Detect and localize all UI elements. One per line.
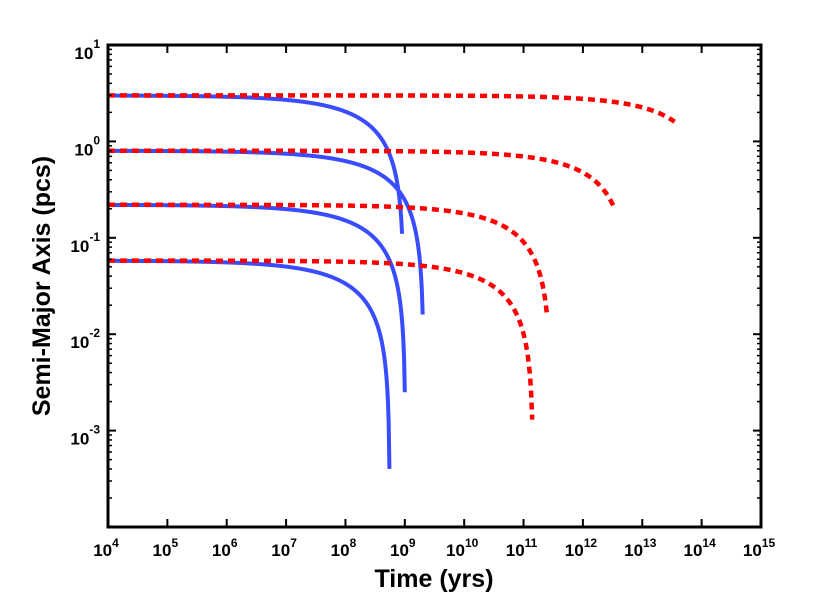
- x-axis-title: Time (yrs): [374, 565, 493, 593]
- dashed-series-line-5: [107, 93, 676, 124]
- x-tick-label: 1014: [683, 536, 716, 560]
- x-tick-label: 108: [331, 536, 357, 560]
- y-tick-label: 10-2: [70, 326, 100, 352]
- dashed-series-line-7: [106, 202, 550, 318]
- x-tick-label: 1011: [506, 536, 538, 560]
- plot-frame: [106, 43, 763, 529]
- series-layer: [106, 93, 676, 469]
- dashed-series-line-6: [107, 148, 616, 208]
- x-tick-label: 104: [93, 536, 119, 560]
- label-layer: 104 105 106 107 108 109 1010 1011 1012 1013 1014 10…: [70, 37, 775, 560]
- y-tick-label: 101: [74, 37, 100, 63]
- y-tick-label: 100: [74, 133, 100, 159]
- x-tick-label: 1010: [446, 536, 479, 560]
- x-tick-label: 1015: [743, 536, 776, 560]
- x-tick-label: 109: [390, 536, 416, 560]
- x-tick-label: 1013: [624, 536, 657, 560]
- dashed-series-line-8: [106, 258, 535, 420]
- x-tick-label: 1012: [565, 536, 598, 560]
- x-tick-label: 107: [271, 536, 297, 560]
- x-tick-label: 105: [153, 536, 179, 560]
- y-axis-title: Semi-Major Axis (pcs): [28, 156, 56, 416]
- solid-series-line-4: [106, 258, 392, 469]
- x-tick-label: 106: [212, 536, 238, 560]
- y-tick-label: 10-3: [70, 423, 100, 449]
- y-tick-label: 10-1: [70, 230, 100, 256]
